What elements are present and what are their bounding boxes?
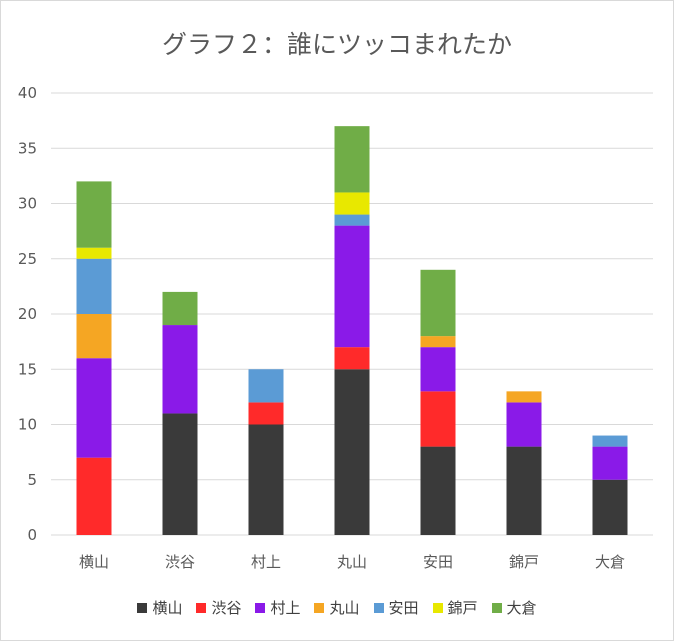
bar-segment xyxy=(334,369,370,535)
x-tick-label: 横山 xyxy=(79,553,109,571)
legend-swatch xyxy=(491,602,502,613)
legend-label: 安田 xyxy=(388,599,419,617)
legend-label: 村上 xyxy=(270,599,301,617)
chart-legend: 横山 渋谷 村上 丸山 安田 錦戸 大倉 xyxy=(1,597,673,618)
y-tick-label: 35 xyxy=(18,139,37,157)
legend-item: 村上 xyxy=(255,597,300,618)
x-tick-label: 丸山 xyxy=(337,553,367,571)
bar-segment xyxy=(76,358,112,458)
legend-item: 錦戸 xyxy=(432,597,478,618)
bar-segment xyxy=(76,314,112,359)
x-tick-label: 大倉 xyxy=(595,553,625,571)
y-tick-label: 20 xyxy=(18,305,37,323)
bar-segment xyxy=(76,247,112,259)
legend-label: 横山 xyxy=(152,599,183,617)
bar-segment xyxy=(592,435,628,447)
legend-swatch xyxy=(137,602,148,613)
bar-segment xyxy=(162,413,198,535)
bar-segment xyxy=(248,402,284,425)
legend-swatch xyxy=(196,602,207,613)
bar-segment xyxy=(506,446,542,535)
y-tick-label: 0 xyxy=(27,526,37,544)
legend-swatch xyxy=(255,602,266,613)
bar-segment xyxy=(506,391,542,403)
bar-segment xyxy=(334,225,370,348)
bar-segment xyxy=(76,258,112,314)
y-tick-label: 10 xyxy=(18,416,37,434)
y-tick-label: 30 xyxy=(18,195,37,213)
bar-segment xyxy=(162,291,198,326)
legend-label: 丸山 xyxy=(329,599,360,617)
y-tick-label: 15 xyxy=(18,360,37,378)
x-tick-label: 安田 xyxy=(423,553,453,571)
x-tick-label: 村上 xyxy=(251,553,281,571)
y-tick-label: 5 xyxy=(27,471,37,489)
legend-swatch xyxy=(432,602,443,613)
legend-swatch xyxy=(314,602,325,613)
bar-segment xyxy=(334,214,370,226)
bar-segment xyxy=(420,269,456,337)
legend-item: 横山 xyxy=(137,597,182,618)
legend-item: 渋谷 xyxy=(196,597,241,618)
bar-segment xyxy=(248,369,284,403)
bar-segment xyxy=(334,347,370,370)
bar-segment xyxy=(334,192,370,215)
y-tick-label: 40 xyxy=(18,84,37,102)
legend-label: 渋谷 xyxy=(211,599,242,617)
bar-segment xyxy=(76,181,112,248)
bar-segment xyxy=(248,424,284,535)
legend-item: 安田 xyxy=(373,597,419,618)
legend-label: 錦戸 xyxy=(447,599,478,617)
bar-segment xyxy=(420,336,456,348)
bar-segment xyxy=(162,325,198,414)
legend-item: 丸山 xyxy=(314,597,360,618)
bar-segment xyxy=(506,402,542,447)
x-tick-label: 錦戸 xyxy=(509,553,539,571)
bar-segment xyxy=(334,126,370,193)
chart-title: グラフ２：誰にツッコまれたか xyxy=(161,30,512,59)
bar-segment xyxy=(420,391,456,447)
x-tick-label: 渋谷 xyxy=(165,553,195,571)
legend-label: 大倉 xyxy=(506,599,537,617)
bar-segment xyxy=(420,446,456,535)
legend-swatch xyxy=(373,602,384,613)
y-tick-label: 25 xyxy=(18,250,37,268)
bar-segment xyxy=(592,479,628,535)
chart-plot: 0 5 10 15 20 25 30 35 40 横山 渋谷 村上 丸山 安田 錦戸 大倉 xyxy=(18,84,653,571)
bar-segment xyxy=(420,347,456,392)
bar-segment xyxy=(76,457,112,535)
legend-item: 大倉 xyxy=(491,597,537,618)
bar-segment xyxy=(592,446,628,480)
